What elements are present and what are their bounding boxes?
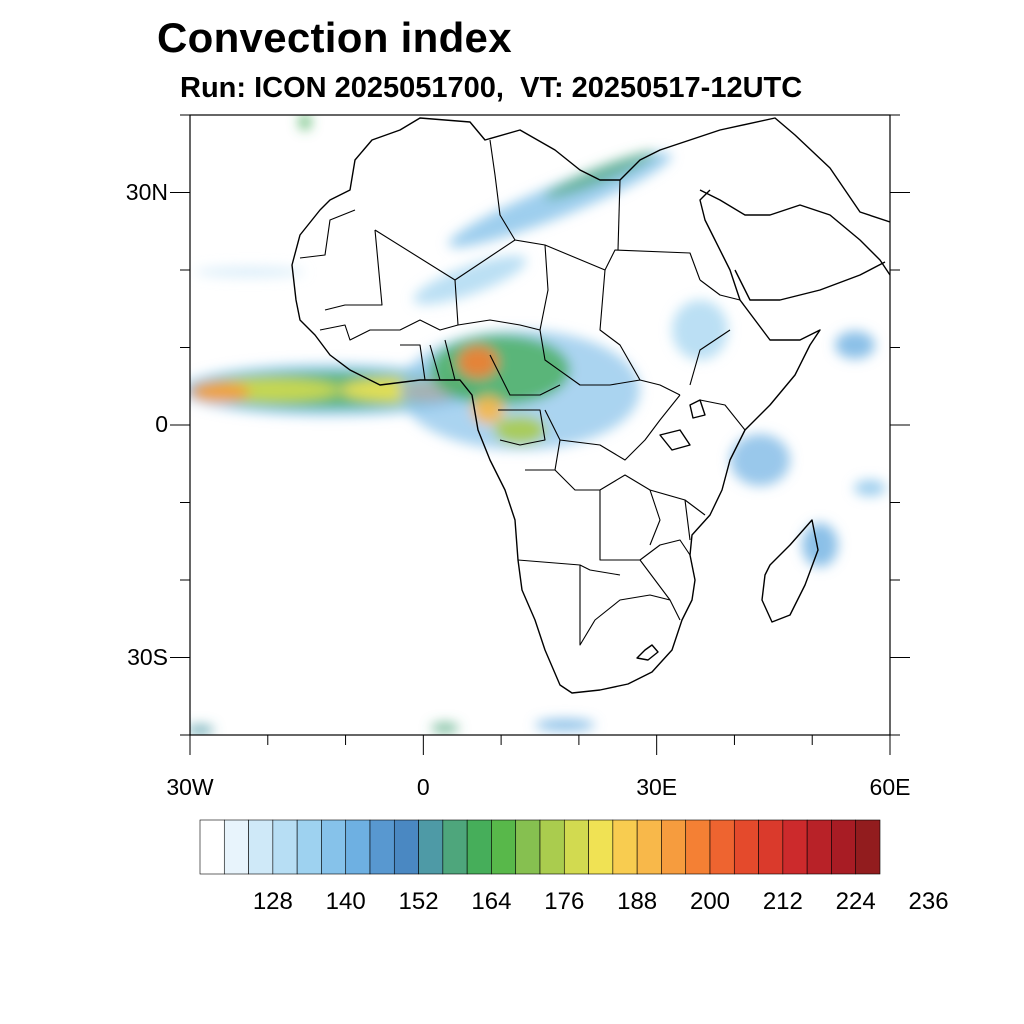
coastlines xyxy=(291,117,890,694)
colorbar-box xyxy=(418,819,444,875)
colorbar-label: 200 xyxy=(689,888,731,915)
colorbar-label: 164 xyxy=(471,888,512,915)
colorbar-box xyxy=(782,819,808,875)
colorbar-box xyxy=(709,819,735,875)
colorbar-box xyxy=(296,819,322,875)
colorbar-box xyxy=(248,819,274,875)
colorbar-box xyxy=(563,819,589,875)
map-title: Convection index xyxy=(157,14,512,61)
colorbar-box xyxy=(223,819,249,875)
colorbar-label: 176 xyxy=(544,888,585,915)
colorbar-label: 212 xyxy=(762,888,803,915)
colorbar-box xyxy=(588,819,614,875)
colorbar-box xyxy=(491,819,517,875)
colorbar-label: 188 xyxy=(617,888,658,915)
map-area xyxy=(190,115,890,735)
lon-tick-label: 0 xyxy=(416,774,430,800)
lat-tick-label: 30S xyxy=(127,643,168,670)
axis-ticks xyxy=(170,114,910,755)
colorbar-box xyxy=(369,819,395,875)
colorbar-box xyxy=(539,819,565,875)
colorbar-label: 128 xyxy=(252,888,293,915)
country-borders xyxy=(299,139,746,646)
colorbar-box xyxy=(733,819,759,875)
colorbar-label: 224 xyxy=(835,888,876,915)
lat-tick-label: 0 xyxy=(155,411,168,437)
colorbar xyxy=(199,819,881,875)
lon-tick-label: 30E xyxy=(636,774,678,800)
colorbar-box xyxy=(855,819,881,875)
map-subtitle: Run: ICON 2025051700, VT: 20250517-12UTC xyxy=(180,72,803,104)
lat-tick-label: 30N xyxy=(125,178,168,205)
colorbar-box xyxy=(612,819,638,875)
colorbar-box xyxy=(272,819,298,875)
colorbar-box xyxy=(442,819,468,875)
colorbar-box xyxy=(393,819,419,875)
colorbar-box xyxy=(661,819,687,875)
lon-tick-label: 30W xyxy=(166,774,214,800)
colorbar-box xyxy=(515,819,541,875)
colorbar-box xyxy=(345,819,371,875)
colorbar-box xyxy=(636,819,662,875)
convection-field xyxy=(190,115,886,735)
colorbar-box xyxy=(321,819,347,875)
colorbar-label: 152 xyxy=(398,888,439,915)
colorbar-box xyxy=(758,819,784,875)
colorbar-box xyxy=(806,819,832,875)
colorbar-box xyxy=(685,819,711,875)
colorbar-box xyxy=(199,819,225,875)
colorbar-box xyxy=(831,819,857,875)
colorbar-label: 236 xyxy=(908,888,949,915)
lon-tick-label: 60E xyxy=(869,774,911,800)
colorbar-label: 140 xyxy=(325,888,366,915)
colorbar-box xyxy=(466,819,492,875)
